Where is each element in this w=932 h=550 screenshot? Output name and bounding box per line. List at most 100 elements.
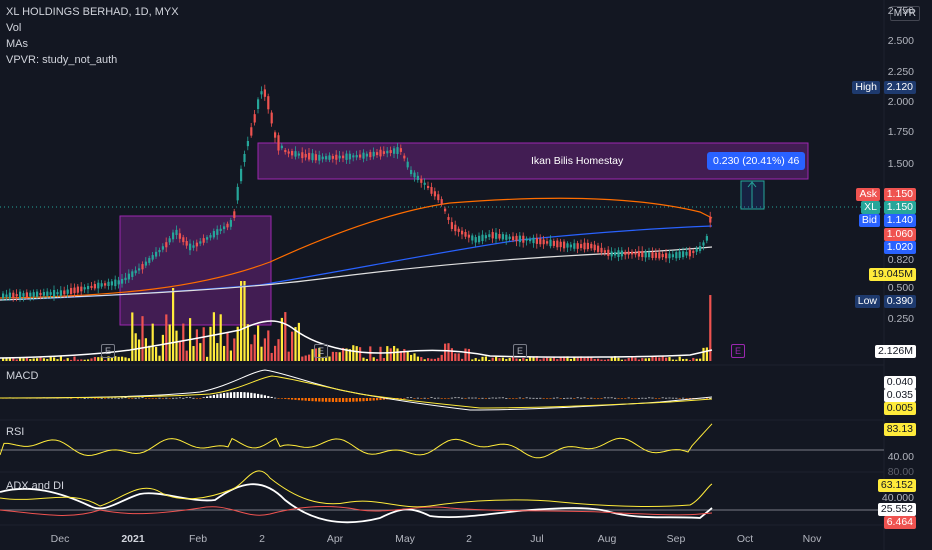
volume-bar (359, 347, 362, 361)
volume-bar (461, 358, 464, 361)
volume-bar (603, 359, 606, 361)
volume-bar (529, 356, 532, 361)
candle-body (702, 242, 705, 246)
adx-title[interactable]: ADX and DI (6, 480, 65, 492)
macd-hist-bar (382, 398, 385, 400)
earnings-marker[interactable]: E (101, 344, 115, 358)
volume-bar (267, 330, 270, 361)
volume-bar (134, 333, 137, 361)
legend-item-mas[interactable]: MAs (6, 38, 28, 50)
legend-item-vol[interactable]: Vol (6, 22, 22, 34)
macd-hist-bar (433, 397, 436, 399)
macd-hist-bar (342, 398, 345, 402)
adx-threshold-value: 40.000 (881, 492, 914, 504)
candle-body (100, 283, 103, 287)
volume-bar (318, 347, 321, 361)
volume-bar (15, 359, 18, 361)
macd-hist-bar (597, 398, 600, 399)
candle-body (29, 292, 32, 297)
candle-body (355, 155, 358, 158)
volume-bar (365, 358, 368, 361)
volume-bar (692, 357, 695, 361)
price-tick: 0.250 (887, 313, 914, 325)
rsi-title[interactable]: RSI (6, 426, 25, 438)
macd-hist-bar (525, 397, 528, 399)
volume-bar (321, 356, 324, 361)
volume-bar (158, 355, 161, 361)
candle-body (474, 237, 477, 243)
box-annotation[interactable]: Ikan Bilis Homestay (531, 155, 624, 167)
candle-body (8, 292, 11, 299)
volume-bar (396, 348, 399, 361)
candle-body (291, 151, 294, 156)
macd-hist-bar (151, 398, 154, 399)
candle-body (19, 291, 22, 299)
volume-bar (661, 356, 664, 361)
volume-bar (294, 327, 297, 361)
macd-title[interactable]: MACD (6, 370, 39, 382)
candle-body (287, 151, 290, 154)
volume-bar (532, 357, 535, 361)
legend-item-vpvr[interactable]: VPVR: study_not_auth (6, 54, 118, 66)
macd-hist-bar (512, 398, 515, 399)
volume-bar (586, 356, 589, 361)
macd-hist-bar (127, 398, 130, 399)
volume-bar (352, 345, 355, 361)
macd-hist-bar (345, 398, 348, 402)
volume-bar (308, 354, 311, 361)
volume-bar (236, 326, 239, 361)
candle-body (406, 161, 409, 168)
macd-hist-bar (705, 398, 708, 399)
volume-bar (56, 359, 59, 361)
candle-body (549, 239, 552, 247)
currency-badge[interactable]: MYR (889, 6, 920, 21)
ma-white-line (0, 246, 713, 301)
volume-bar (325, 356, 328, 361)
volume-bar (641, 358, 644, 361)
candle-body (641, 251, 644, 258)
volume-bar (216, 343, 219, 361)
volume-bar (518, 358, 521, 361)
candle-body (583, 242, 586, 250)
macd-hist-bar (573, 398, 576, 399)
earnings-marker[interactable]: E (314, 344, 328, 358)
volume-bar (32, 358, 35, 361)
macd-hist-bar (610, 397, 613, 399)
volume-bar (151, 323, 154, 361)
volume-bar (90, 358, 93, 361)
volume-bar (478, 359, 481, 361)
macd-hist-bar (427, 398, 430, 399)
macd-hist-bar (352, 398, 355, 402)
candle-body (644, 251, 647, 258)
earnings-marker[interactable]: E (513, 344, 527, 358)
macd-hist-bar (291, 398, 294, 400)
volume-bar (569, 358, 572, 361)
volume-bar (165, 314, 168, 361)
macd-hist-bar (658, 398, 661, 399)
macd-hist-bar (501, 397, 504, 399)
candle-body (440, 199, 443, 204)
candle-body (15, 294, 18, 297)
candle-body (32, 292, 35, 297)
volume-bar (250, 344, 253, 361)
candle-body (552, 240, 555, 246)
price-tick: 2.500 (887, 35, 914, 47)
volume-bar (427, 358, 430, 361)
volume-bar (270, 352, 273, 361)
symbol-title[interactable]: XL HOLDINGS BERHAD, 1D, MYX (6, 6, 179, 18)
candle-body (433, 191, 436, 197)
candle-body (104, 283, 107, 286)
earnings-marker-upcoming[interactable]: E (731, 344, 745, 358)
candle-body (182, 237, 185, 243)
volume-bar (495, 356, 498, 361)
candle-body (294, 151, 297, 157)
candle-body (274, 132, 277, 138)
volume-bar (36, 358, 39, 361)
time-tick: Dec (50, 533, 70, 545)
measure-label[interactable]: 0.230 (20.41%) 46 (707, 152, 806, 170)
macd-hist-bar (212, 394, 215, 398)
candle-body (505, 234, 508, 240)
volume-bar (301, 356, 304, 361)
candle-body (53, 290, 56, 297)
